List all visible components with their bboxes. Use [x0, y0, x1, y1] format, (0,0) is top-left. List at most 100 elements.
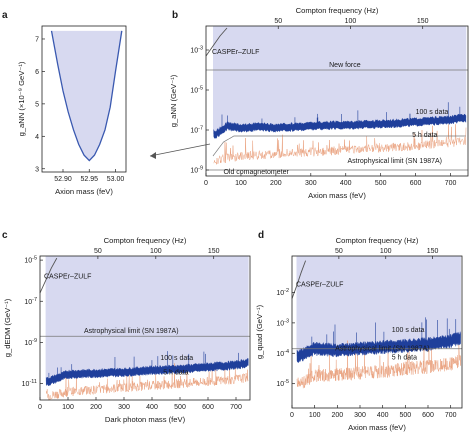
annotation-old-comag: Old comagnetometer: [223, 169, 289, 176]
annotation-sn1987a: Astrophysical limit (SN 1987A): [335, 346, 430, 353]
y-axis-label: g_quad (GeV⁻¹): [255, 304, 264, 359]
x-tick-label: 300: [305, 180, 317, 187]
annotation-5h: 5 h data: [163, 369, 188, 376]
y-tick-label: 10-7: [190, 126, 203, 135]
plot-frame: [39, 255, 251, 401]
x2-tick-label: 150: [208, 248, 220, 255]
x2-axis-label: Compton frequency (Hz): [104, 236, 187, 245]
annotation-casper: CASPEr–ZULF: [296, 281, 343, 288]
x-tick-label: 52.95: [80, 176, 98, 183]
excluded-region: [45, 256, 249, 382]
x2-tick-label: 50: [274, 18, 282, 25]
annotation-sn1987a: Astrophysical limit (SN 1987A): [84, 328, 179, 335]
plot-frame: [291, 255, 463, 409]
x2-axis-label: Compton frequency (Hz): [336, 236, 419, 245]
x-tick-label: 700: [445, 412, 457, 419]
x-tick-label: 52.90: [54, 176, 72, 183]
series-5h-data: [45, 363, 249, 401]
panel-a: 52.90 52.95 53.00 3 4 5 6 7 Axion mass (feV) g_aN…: [17, 25, 127, 196]
x-tick-label: 100: [235, 180, 247, 187]
plot-frame: [41, 25, 127, 173]
series-100s-data: [46, 358, 249, 387]
excluded-region: [296, 256, 461, 357]
x-tick-label: 500: [174, 404, 186, 411]
link-arrow: [149, 143, 211, 159]
y-tick-label: 3: [35, 166, 39, 173]
annotation-sn1987a: Astrophysical limit (SN 1987A): [347, 158, 442, 165]
annotation-100s: 100 s data: [392, 327, 425, 334]
panel-label-a: a: [2, 10, 8, 21]
x-tick-label: 300: [118, 404, 130, 411]
series-casper-zulf: [39, 257, 58, 294]
x2-tick-label: 100: [380, 248, 392, 255]
x-tick-label: 0: [204, 180, 208, 187]
y-tick-label: 10-7: [24, 297, 37, 306]
series-old-comagnetometer: [212, 135, 466, 157]
plot-frame: [205, 25, 469, 177]
series-5h-data: [213, 124, 467, 165]
series-5h-data: [296, 338, 461, 389]
y-tick-label: 10-9: [190, 166, 203, 175]
series-100s-data: [213, 113, 467, 139]
y-tick-label: 4: [35, 134, 39, 141]
x2-tick-label: 50: [335, 248, 343, 255]
y-tick-label: 10-2: [276, 288, 289, 297]
panel-label-b: b: [172, 10, 178, 21]
x-axis-label: Axion mass (feV): [348, 423, 406, 432]
y-tick-label: 10-5: [24, 256, 37, 265]
y-tick-label: 10-9: [24, 338, 37, 347]
y-tick-label: 10-5: [276, 379, 289, 388]
x-tick-label: 400: [377, 412, 389, 419]
x-tick-label: 400: [340, 180, 352, 187]
x2-axis-label: Compton frequency (Hz): [296, 6, 379, 15]
y-tick-label: 5: [35, 101, 39, 108]
panel-label-d: d: [258, 230, 264, 241]
annotation-5h: 5 h data: [412, 132, 437, 139]
x2-tick-label: 50: [94, 248, 102, 255]
series-casper-zulf: [205, 27, 228, 57]
annotation-100s: 100 s data: [416, 109, 449, 116]
x-tick-label: 400: [146, 404, 158, 411]
y-tick-label: 10-4: [276, 349, 289, 358]
constraint-curve: [50, 30, 123, 162]
x-tick-label: 0: [290, 412, 294, 419]
x-tick-label: 100: [309, 412, 321, 419]
panel-label-c: c: [2, 230, 8, 241]
x2-tick-label: 150: [427, 248, 439, 255]
y-tick-label: 10-5: [190, 86, 203, 95]
excluded-region: [213, 26, 467, 134]
annotation-casper: CASPEr–ZULF: [44, 274, 91, 281]
x-tick-label: 500: [375, 180, 387, 187]
x-axis-label: Axion mass (feV): [55, 187, 113, 196]
x2-tick-label: 150: [417, 18, 429, 25]
x-tick-label: 700: [230, 404, 242, 411]
panel-c: 0 100 200 300 400 500 600 700 50 100 150 Compton fr…: [3, 236, 251, 424]
panel-b: 0 100 200 300 400 500 600 700 50 100 150 Compton fr…: [169, 6, 469, 200]
annotation-casper: CASPEr–ZULF: [212, 49, 259, 56]
annotation-5h: 5 h data: [392, 354, 417, 361]
x-tick-label: 200: [331, 412, 343, 419]
y-tick-label: 7: [35, 36, 39, 43]
x-tick-label: 500: [399, 412, 411, 419]
y-axis-label: g_aNN (GeV⁻¹): [169, 74, 178, 127]
y-tick-label: 10-3: [276, 318, 289, 327]
x-tick-label: 700: [445, 180, 457, 187]
x-tick-label: 0: [38, 404, 42, 411]
x-tick-label: 300: [354, 412, 366, 419]
x-axis-label: Axion mass (feV): [308, 191, 366, 200]
x-tick-label: 600: [410, 180, 422, 187]
x-tick-label: 600: [202, 404, 214, 411]
y-tick-label: 10-11: [22, 379, 37, 388]
y-tick-label: 10-3: [190, 46, 203, 55]
x2-tick-label: 100: [150, 248, 162, 255]
x-tick-label: 200: [90, 404, 102, 411]
x-tick-label: 600: [422, 412, 434, 419]
x-tick-label: 53.00: [107, 176, 125, 183]
annotation-new-force: New force: [329, 62, 361, 69]
x-tick-label: 100: [62, 404, 74, 411]
series-100s-data: [296, 331, 461, 364]
y-axis-label: g_aNN (×10⁻⁹ GeV⁻¹): [17, 61, 26, 136]
panel-d: 0 100 200 300 400 500 600 700 50 100 150 Compton fr…: [255, 236, 463, 432]
x-axis-label: Dark photon mass (feV): [105, 415, 186, 424]
